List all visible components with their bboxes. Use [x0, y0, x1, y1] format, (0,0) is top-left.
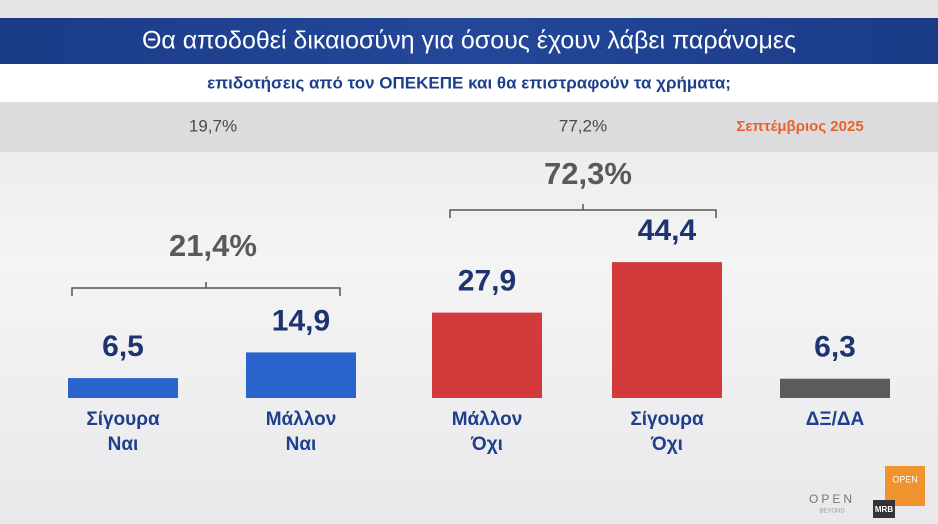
logo: BEYOND	[819, 509, 845, 515]
logo: OPEN	[892, 474, 918, 484]
group-bracket	[449, 204, 717, 218]
category-line: Ναι	[108, 434, 139, 455]
value-label: 6,3	[814, 331, 856, 364]
category-line: Ναι	[286, 434, 317, 455]
bar	[68, 378, 178, 398]
date: Σεπτέμβριος 2025	[736, 118, 863, 135]
bar	[612, 262, 722, 398]
logo-box	[873, 500, 895, 518]
category-label: Μάλλον Όχι	[452, 409, 523, 455]
bar	[246, 352, 356, 398]
category-line: Μάλλον	[266, 409, 337, 430]
logo: MRB	[875, 505, 893, 514]
category-label: ΔΞ/ΔΑ	[806, 409, 865, 430]
bar	[432, 312, 542, 398]
previous-label: 19,7%	[189, 116, 237, 135]
previous-label: 77,2%	[559, 116, 607, 135]
category-label: Σίγουρα Ναι	[86, 409, 160, 455]
chart-title: Θα αποδοθεί δικαιοσύνη για όσους έχουν λ…	[142, 27, 796, 55]
value-label: 6,5	[102, 330, 144, 363]
category-line: Σίγουρα	[630, 409, 704, 430]
category-line: Όχι	[650, 434, 683, 455]
category-label: Μάλλον Ναι	[266, 409, 337, 455]
category-line: Σίγουρα	[86, 409, 160, 430]
category-line: Όχι	[470, 434, 503, 455]
group-label: 72,3%	[544, 156, 632, 191]
group-label: 21,4%	[169, 228, 257, 263]
bar	[780, 378, 890, 398]
value-label: 27,9	[458, 265, 516, 298]
category-line: Μάλλον	[452, 409, 523, 430]
title-band	[0, 18, 938, 64]
group-bracket	[71, 282, 341, 296]
previous-band	[0, 100, 938, 152]
logo-box	[885, 466, 925, 506]
category-label: Σίγουρα Όχι	[630, 409, 704, 455]
subtitle-band	[0, 64, 938, 102]
logo: OPEN	[809, 492, 855, 506]
value-label: 44,4	[638, 214, 697, 247]
value-label: 14,9	[272, 304, 330, 337]
chart-subtitle: επιδοτήσεις από τον ΟΠΕΚΕΠΕ και θα επιστ…	[207, 73, 731, 92]
